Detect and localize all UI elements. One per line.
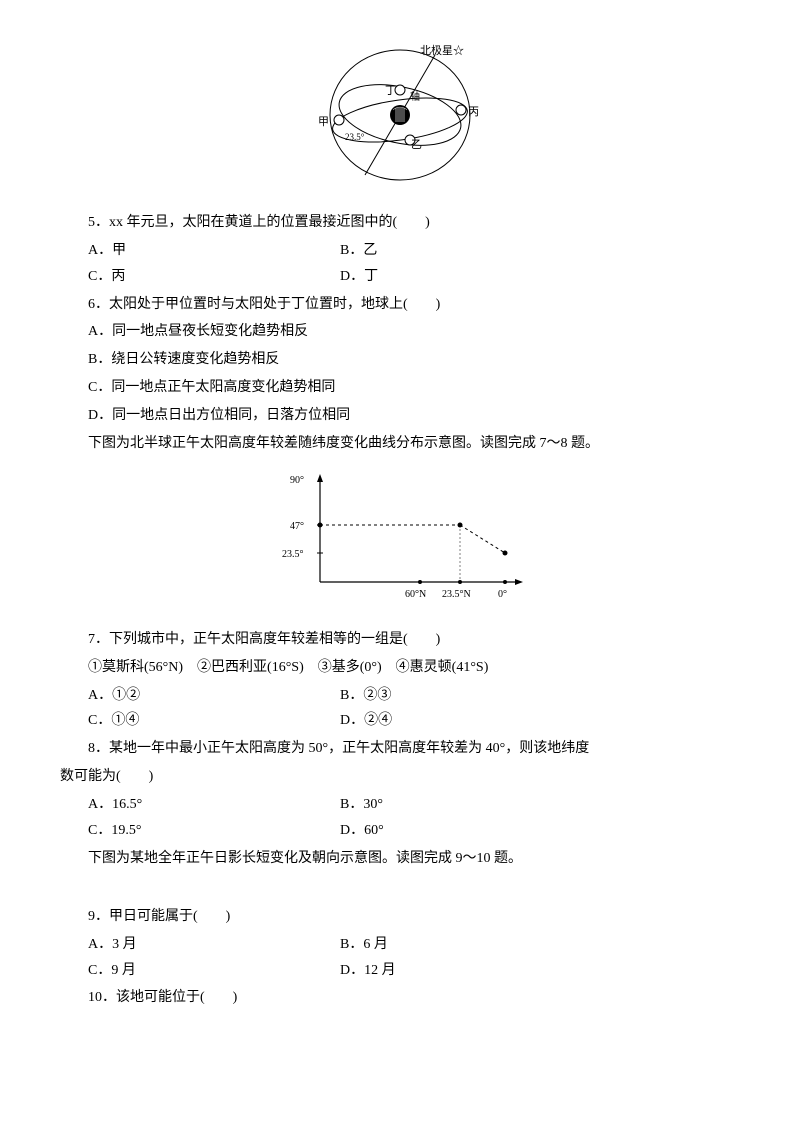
q7-row2: C．①④D．②④ bbox=[60, 708, 740, 734]
q9-d: D．12 月 bbox=[340, 958, 396, 984]
q7-opts: ①莫斯科(56°N) ②巴西利亚(16°S) ③基多(0°) ④惠灵顿(41°S… bbox=[60, 655, 740, 681]
svg-text:0°: 0° bbox=[498, 589, 507, 600]
intro-2: 下图为北半球正午太阳高度年较差随纬度变化曲线分布示意图。读图完成 7～8 题。 bbox=[60, 431, 740, 457]
q5-c: C．丙 bbox=[60, 264, 340, 290]
svg-text:23.5°N: 23.5°N bbox=[442, 589, 471, 600]
q8-row2: C．19.5°D．60° bbox=[60, 818, 740, 844]
q5-a: A．甲 bbox=[60, 238, 340, 264]
svg-text:丙: 丙 bbox=[468, 106, 479, 118]
q8-stem2: 数可能为( ) bbox=[60, 764, 740, 790]
svg-text:轴: 轴 bbox=[410, 90, 420, 103]
q8-stem: 8．某地一年中最小正午太阳高度为 50°，正午太阳高度年较差为 40°，则该地纬… bbox=[60, 736, 740, 762]
q5-d: D．丁 bbox=[340, 264, 378, 290]
q6-b: B．绕日公转速度变化趋势相反 bbox=[60, 347, 740, 373]
q6-a: A．同一地点昼夜长短变化趋势相反 bbox=[60, 319, 740, 345]
q5-b: B．乙 bbox=[340, 238, 377, 264]
q9-stem: 9．甲日可能属于( ) bbox=[60, 904, 740, 930]
q6-d: D．同一地点日出方位相同，日落方位相同 bbox=[60, 403, 740, 429]
q9-a: A．3 月 bbox=[60, 932, 340, 958]
q8-row1: A．16.5°B．30° bbox=[60, 792, 740, 818]
q10-stem: 10．该地可能位于( ) bbox=[60, 985, 740, 1011]
intro-3: 下图为某地全年正午日影长短变化及朝向示意图。读图完成 9～10 题。 bbox=[60, 846, 740, 872]
q7-b: B．②③ bbox=[340, 683, 391, 709]
svg-text:60°N: 60°N bbox=[405, 589, 426, 600]
svg-text:23.5°: 23.5° bbox=[282, 549, 304, 560]
chart-container: 90° 47° 23.5° 60°N 23.5°N 0° bbox=[60, 467, 740, 617]
figure-1-svg: 北极星☆ 甲 丙 丁 轴 乙 23.5° bbox=[315, 40, 485, 190]
q8-d: D．60° bbox=[340, 818, 384, 844]
q5-row2: C．丙D．丁 bbox=[60, 264, 740, 290]
q9-c: C．9 月 bbox=[60, 958, 340, 984]
svg-text:乙: 乙 bbox=[411, 138, 422, 151]
q7-d: D．②④ bbox=[340, 708, 392, 734]
q9-row2: C．9 月D．12 月 bbox=[60, 958, 740, 984]
q9-b: B．6 月 bbox=[340, 932, 388, 958]
q6-c: C．同一地点正午太阳高度变化趋势相同 bbox=[60, 375, 740, 401]
svg-text:90°: 90° bbox=[290, 475, 304, 486]
q7-row1: A．①②B．②③ bbox=[60, 683, 740, 709]
svg-text:丁: 丁 bbox=[385, 85, 396, 97]
q7-stem: 7．下列城市中，正午太阳高度年较差相等的一组是( ) bbox=[60, 627, 740, 653]
q7-a: A．①② bbox=[60, 683, 340, 709]
polaris-label: 北极星☆ bbox=[420, 43, 464, 57]
q8-b: B．30° bbox=[340, 792, 383, 818]
chart-svg: 90° 47° 23.5° 60°N 23.5°N 0° bbox=[275, 467, 525, 607]
svg-text:甲: 甲 bbox=[318, 116, 329, 128]
q7-c: C．①④ bbox=[60, 708, 340, 734]
svg-text:23.5°: 23.5° bbox=[345, 132, 365, 142]
celestial-diagram: 北极星☆ 甲 丙 丁 轴 乙 23.5° bbox=[60, 40, 740, 200]
q8-c: C．19.5° bbox=[60, 818, 340, 844]
q6-stem: 6．太阳处于甲位置时与太阳处于丁位置时，地球上( ) bbox=[60, 292, 740, 318]
svg-text:47°: 47° bbox=[290, 521, 304, 532]
q5-stem: 5．xx 年元旦，太阳在黄道上的位置最接近图中的( ) bbox=[60, 210, 740, 236]
q8-a: A．16.5° bbox=[60, 792, 340, 818]
q5-row1: A．甲B．乙 bbox=[60, 238, 740, 264]
q9-row1: A．3 月B．6 月 bbox=[60, 932, 740, 958]
